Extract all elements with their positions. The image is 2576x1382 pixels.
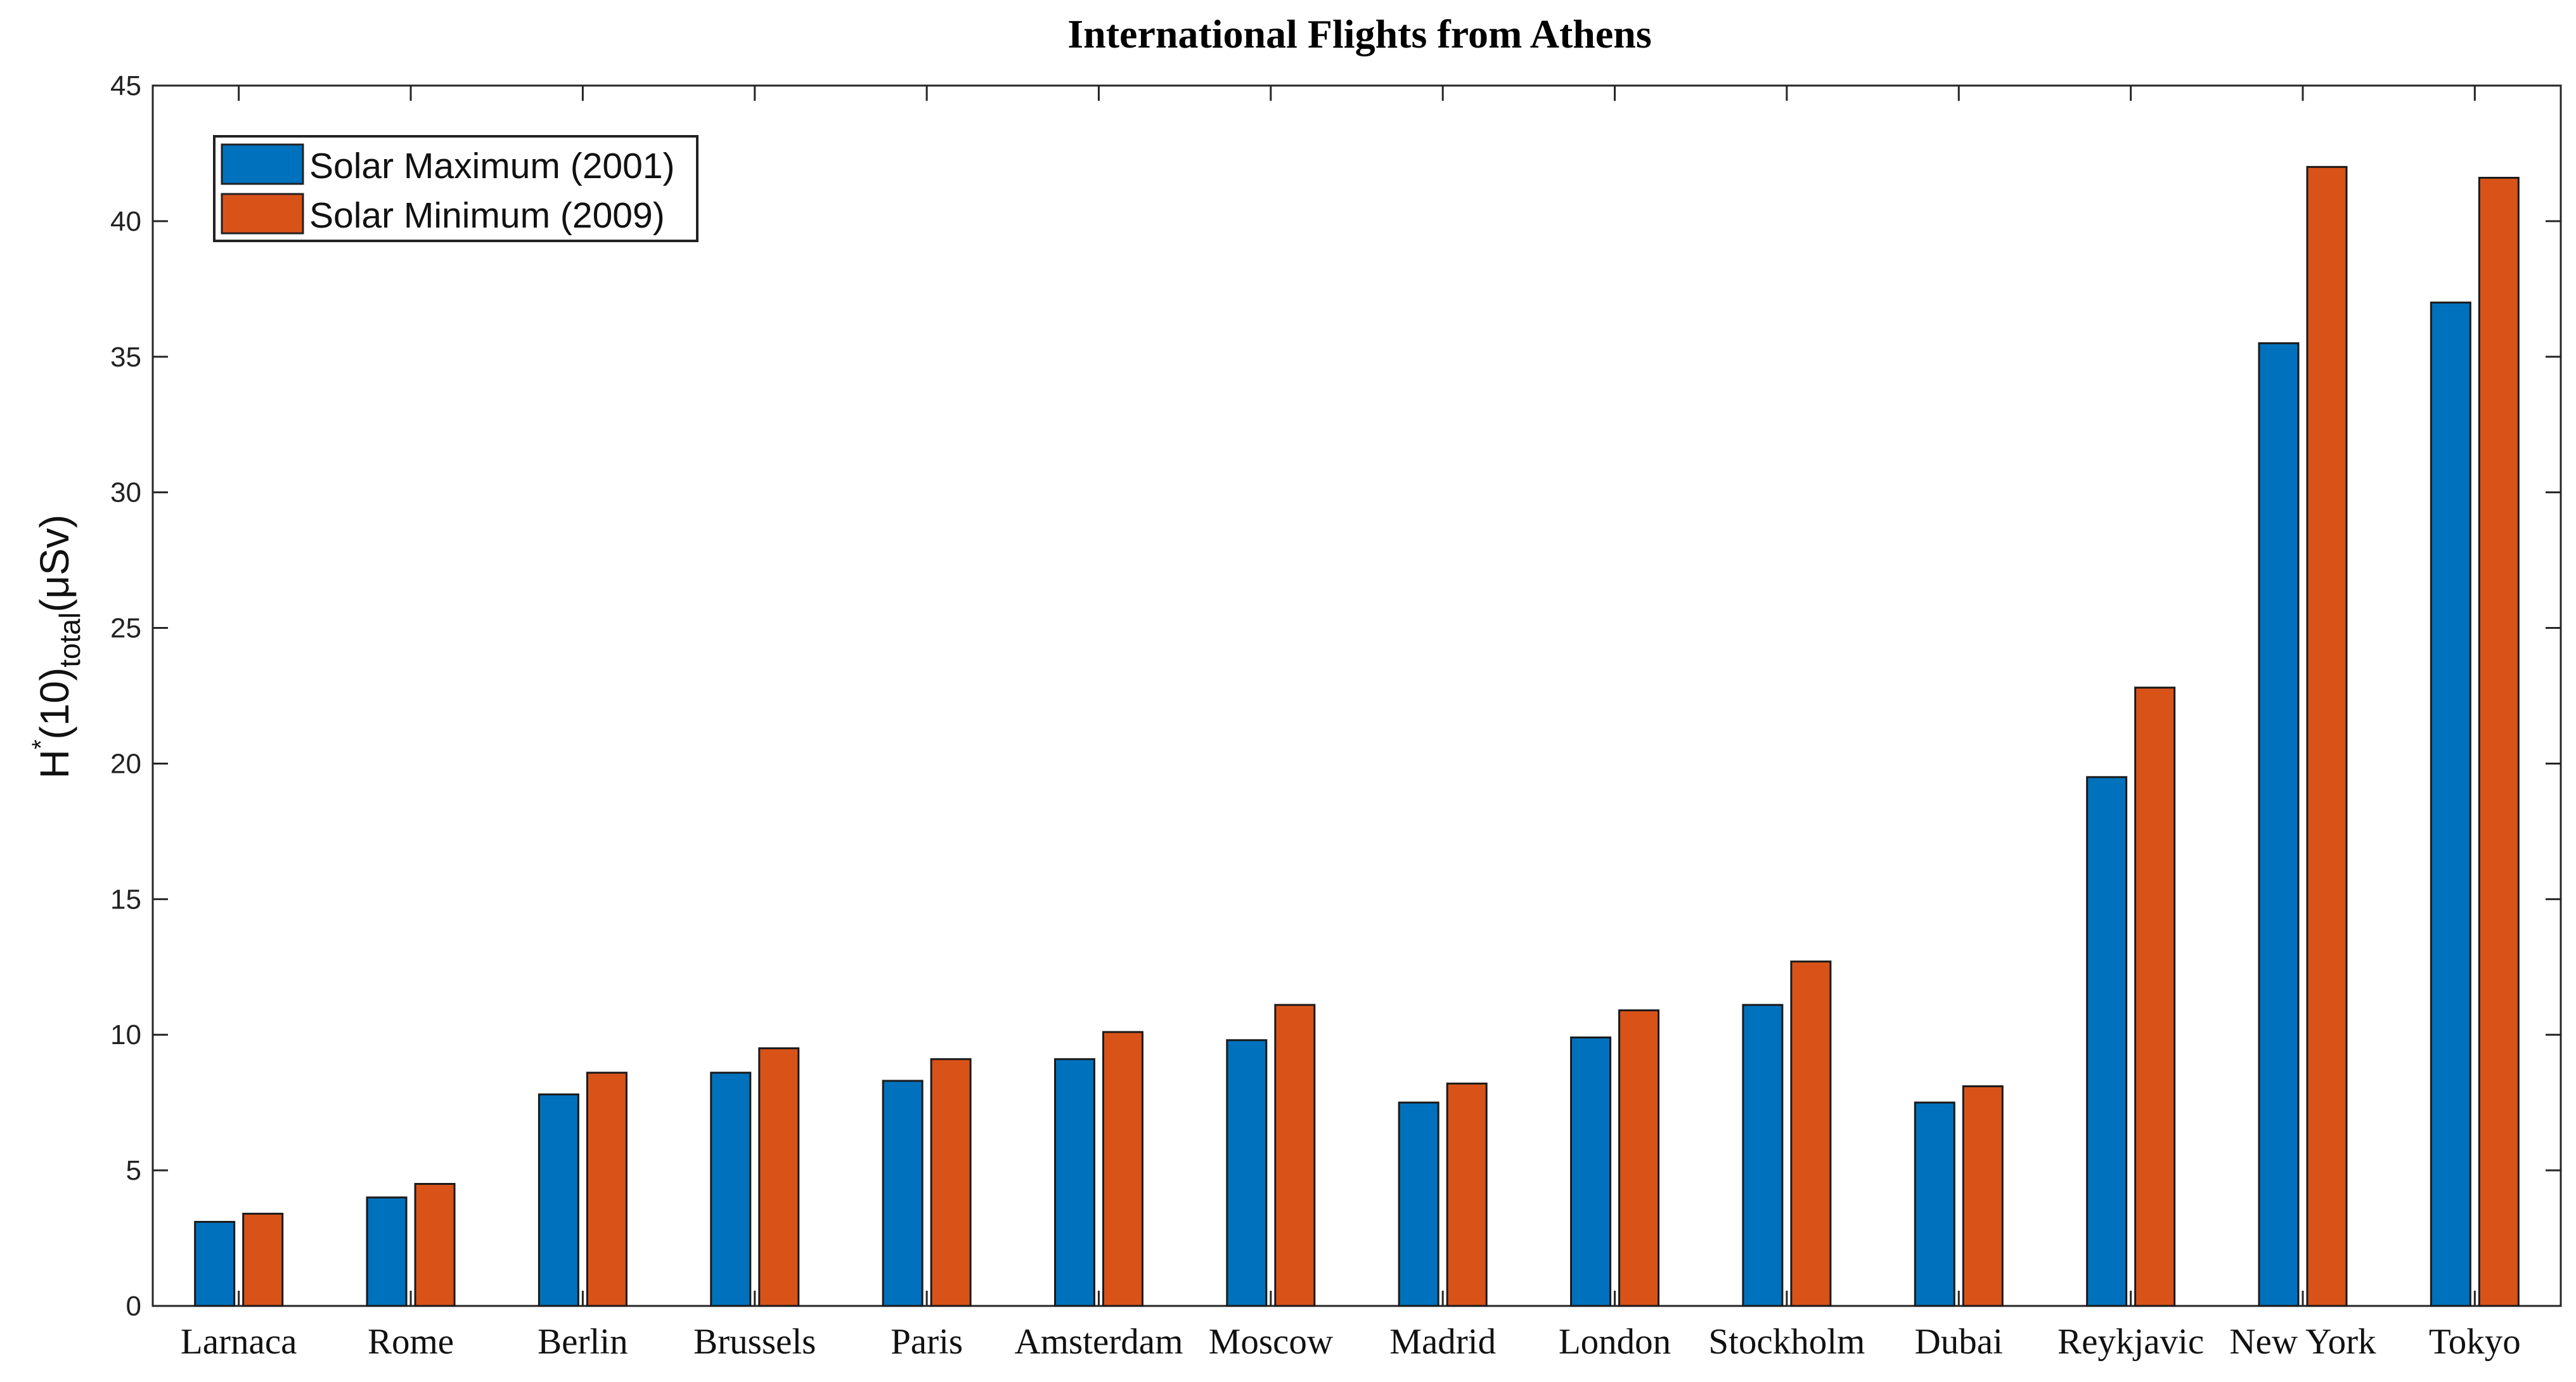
legend-label-min: Solar Minimum (2009) xyxy=(309,195,665,236)
y-axis-label-main: H xyxy=(32,749,77,778)
bar-solar-min xyxy=(2478,176,2520,1307)
x-tick-label: Moscow xyxy=(1209,1322,1333,1362)
bar-solar-max xyxy=(194,1220,236,1307)
x-tick-label: Rome xyxy=(368,1322,454,1362)
bar-solar-max xyxy=(366,1196,408,1307)
bar-solar-min xyxy=(2306,165,2348,1307)
bar-solar-max xyxy=(1226,1039,1268,1307)
bar-solar-min xyxy=(1274,1004,1316,1307)
x-tick-label: London xyxy=(1559,1322,1671,1362)
bar-solar-min xyxy=(758,1047,800,1307)
y-axis-label-subscript: total xyxy=(53,612,86,668)
plot-area-frame xyxy=(151,84,2562,1307)
svg-text:H*(10)total(μSv): H*(10)total(μSv) xyxy=(27,515,86,779)
legend-swatch-min xyxy=(221,193,304,235)
bar-solar-max xyxy=(1053,1058,1095,1307)
y-axis-label-superscript: * xyxy=(27,740,55,750)
bar-solar-max xyxy=(1398,1101,1439,1307)
bar-solar-max xyxy=(1742,1004,1784,1307)
y-axis-label-unit: (μSv) xyxy=(32,515,77,612)
bar-solar-min xyxy=(1102,1031,1143,1307)
x-tick-label: Tokyo xyxy=(2429,1322,2521,1362)
bar-solar-max xyxy=(2086,776,2128,1307)
bar-solar-min xyxy=(1962,1085,2004,1307)
chart-title: International Flights from Athens xyxy=(1067,11,1652,56)
x-tick-label: Larnaca xyxy=(181,1322,297,1362)
y-tick-label: 10 xyxy=(110,1019,141,1050)
bar-solar-max xyxy=(538,1093,579,1307)
x-tick-label: Madrid xyxy=(1389,1322,1496,1362)
bar-solar-max xyxy=(1914,1101,1955,1307)
bar-solar-max xyxy=(1570,1036,1612,1307)
x-tick-label: Brussels xyxy=(693,1322,816,1362)
y-tick-label: 35 xyxy=(110,342,141,373)
y-tick-label: 40 xyxy=(110,206,141,237)
y-axis-label-mid: (10) xyxy=(32,668,77,740)
bar-solar-max xyxy=(2258,342,2300,1307)
bar-solar-max xyxy=(710,1071,752,1307)
bar-solar-min xyxy=(1790,960,1832,1307)
legend-label-max: Solar Maximum (2001) xyxy=(309,146,675,186)
legend: Solar Maximum (2001) Solar Minimum (2009… xyxy=(213,135,699,242)
bar-solar-min xyxy=(414,1183,456,1307)
y-tick-label: 5 xyxy=(126,1155,141,1186)
x-tick-label: Dubai xyxy=(1915,1322,2003,1362)
y-tick-label: 0 xyxy=(126,1291,141,1322)
y-tick-label: 15 xyxy=(110,884,141,915)
x-tick-label: New York xyxy=(2229,1322,2376,1362)
bar-solar-max xyxy=(2430,301,2471,1307)
y-tick-label: 30 xyxy=(110,477,141,508)
bar-solar-min xyxy=(2134,687,2176,1307)
y-tick-label: 25 xyxy=(110,613,141,644)
x-tick-label: Stockholm xyxy=(1708,1322,1865,1362)
x-tick-label: Paris xyxy=(891,1322,963,1362)
y-tick-label: 20 xyxy=(110,748,141,779)
bar-solar-max xyxy=(882,1080,924,1307)
bar-solar-min xyxy=(1446,1082,1488,1307)
y-axis-label: H*(10)total(μSv) xyxy=(27,515,86,779)
x-tick-label: Berlin xyxy=(538,1322,628,1362)
legend-swatch-max xyxy=(221,143,304,185)
y-tick-label: 45 xyxy=(110,70,141,101)
bar-solar-min xyxy=(586,1071,628,1307)
bar-solar-min xyxy=(1618,1009,1660,1307)
bar-solar-min xyxy=(242,1213,284,1307)
bar-solar-min xyxy=(930,1058,972,1307)
x-tick-label: Reykjavic xyxy=(2058,1322,2204,1362)
x-tick-label: Amsterdam xyxy=(1014,1322,1183,1362)
